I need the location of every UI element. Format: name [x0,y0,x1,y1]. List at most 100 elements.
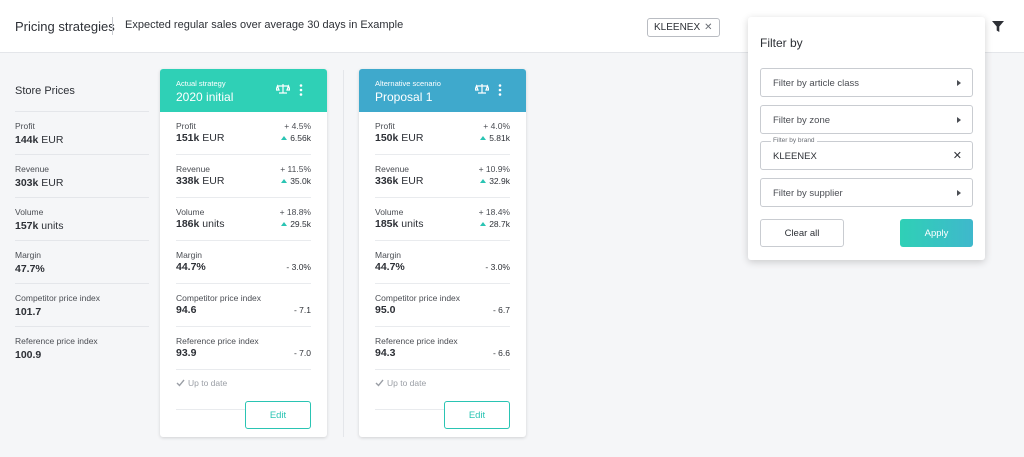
caret-right-icon [957,117,961,123]
row-value: 185k units [375,218,423,230]
row-delta: 28.7k [480,219,510,229]
strategy-card-actual: Actual strategy 2020 initial Profit 151k… [160,69,327,437]
card-row-volume: Volume 185k units + 18.4% 28.7k [375,198,510,241]
row-value: 95.0 [375,304,396,316]
status-text: Up to date [176,378,227,388]
row-percent-change: + 18.8% [279,207,311,217]
row-label: Margin [176,250,202,260]
filter-zone-dropdown[interactable]: Filter by zone [760,105,973,134]
row-delta-value: 5.81k [489,133,510,143]
field-value: KLEENEX [773,151,817,162]
row-delta: 32.9k [480,176,510,186]
row-delta: 6.56k [281,133,311,143]
up-triangle-icon [281,222,288,226]
card-row-reference-index: Reference price index 93.9 - 7.0 [176,327,311,370]
card-header: Actual strategy 2020 initial [160,69,327,112]
metric-label: Margin [15,250,41,260]
row-value: 151k EUR [176,132,224,144]
status-label: Up to date [387,378,427,388]
edit-button[interactable]: Edit [245,401,311,429]
dropdown-label: Filter by article class [773,78,860,89]
edit-button[interactable]: Edit [444,401,510,429]
row-unit: units [401,218,424,230]
balance-scale-icon[interactable] [475,83,489,95]
row-percent-change: + 18.4% [478,207,510,217]
dropdown-label: Filter by supplier [773,188,843,199]
filter-supplier-dropdown[interactable]: Filter by supplier [760,178,973,207]
row-delta: 35.0k [281,176,311,186]
row-delta-value: 28.7k [489,219,510,229]
row-percent-change: + 11.5% [280,164,311,174]
row-label: Revenue [375,164,410,174]
store-metric-revenue: Revenue 303k EUR [15,155,149,198]
card-metrics: Profit 151k EUR + 4.5% 6.56k Revenue 338… [160,112,327,370]
store-prices-column: Store Prices Profit 144k EUR Revenue 303… [15,70,149,370]
metric-value: 100.9 [15,349,42,361]
store-metric-volume: Volume 157k units [15,198,149,241]
row-unit: units [202,218,225,230]
funnel-icon[interactable] [992,21,1004,33]
row-value: 186k units [176,218,224,230]
row-label: Margin [375,250,401,260]
filter-article-class-dropdown[interactable]: Filter by article class [760,68,973,97]
up-triangle-icon [480,179,487,183]
row-change: - 6.7 [492,305,510,315]
row-delta: 29.5k [281,219,311,229]
caret-right-icon [957,80,961,86]
row-change: - 7.1 [293,305,311,315]
row-value: 338k EUR [176,175,224,187]
row-change: - 3.0% [286,262,311,272]
row-unit: EUR [401,175,424,187]
card-status: Up to date [375,370,510,410]
row-number: 186k [176,218,200,230]
clear-icon[interactable]: ✕ [952,150,962,162]
metric-label: Revenue [15,164,50,174]
metric-label: Profit [15,121,35,131]
filter-brand-field[interactable]: Filter by brand KLEENEX ✕ [760,137,973,170]
filter-panel: Filter by Filter by article class Filter… [748,17,985,260]
metric-value: 144k EUR [15,134,149,146]
apply-button[interactable]: Apply [900,219,973,247]
card-row-revenue: Revenue 338k EUR + 11.5% 35.0k [176,155,311,198]
balance-scale-icon[interactable] [276,83,290,95]
metric-value: 303k EUR [15,177,149,189]
row-label: Profit [176,121,196,131]
card-header: Alternative scenario Proposal 1 [359,69,526,112]
more-vertical-icon[interactable] [498,84,502,96]
row-number: 338k [176,175,200,187]
row-label: Volume [176,207,205,217]
metric-unit: EUR [41,134,64,146]
clear-all-button[interactable]: Clear all [760,219,844,247]
more-vertical-icon[interactable] [299,84,303,96]
row-label: Reference price index [176,336,259,346]
card-row-margin: Margin 44.7% - 3.0% [375,241,510,284]
store-metric-margin: Margin 47.7% [15,241,149,284]
row-label: Volume [375,207,404,217]
row-percent-change: + 10.9% [478,164,510,174]
card-row-revenue: Revenue 336k EUR + 10.9% 32.9k [375,155,510,198]
field-label: Filter by brand [771,137,817,144]
metric-value: 157k units [15,220,149,232]
row-label: Competitor price index [375,293,461,303]
card-row-competitor-index: Competitor price index 95.0 - 6.7 [375,284,510,327]
row-value: 93.9 [176,347,197,359]
up-triangle-icon [480,136,487,140]
status-label: Up to date [188,378,228,388]
metric-value: 101.7 [15,306,42,318]
card-row-profit: Profit 151k EUR + 4.5% 6.56k [176,112,311,155]
row-number: 150k [375,132,399,144]
row-unit: EUR [202,175,225,187]
row-value: 336k EUR [375,175,423,187]
metric-unit: EUR [41,177,64,189]
store-metric-profit: Profit 144k EUR [15,112,149,155]
store-prices-heading: Store Prices [15,70,149,112]
row-percent-change: + 4.0% [483,121,510,131]
card-row-volume: Volume 186k units + 18.8% 29.5k [176,198,311,241]
card-row-margin: Margin 44.7% - 3.0% [176,241,311,284]
row-percent-change: + 4.5% [284,121,311,131]
row-unit: EUR [202,132,225,144]
chip-label: KLEENEX [654,22,701,33]
chip-close-icon[interactable]: ✕ [704,22,713,33]
card-kind: Actual strategy [176,79,226,88]
row-value: 94.3 [375,347,396,359]
